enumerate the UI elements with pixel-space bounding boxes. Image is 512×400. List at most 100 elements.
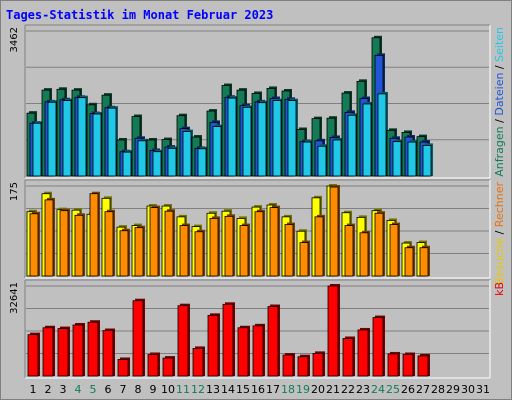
bar-seiten-day-3: [62, 98, 73, 177]
bar-seiten-day-9: [152, 149, 163, 177]
bar-rechner-day-3: [59, 208, 70, 277]
bar-kb-day-2: [42, 325, 55, 377]
x-tick-label: 7: [120, 383, 127, 396]
bar-rechner-day-1: [29, 211, 40, 277]
bar-kb-day-25: [387, 351, 400, 377]
bar-rechner-day-27: [419, 245, 430, 277]
bar-rechner-day-17: [269, 205, 280, 277]
bar-rechner-day-21: [329, 185, 340, 277]
bar-kb-day-12: [192, 346, 205, 377]
x-tick-label: 25: [386, 383, 400, 396]
bar-seiten-day-15: [242, 105, 253, 177]
x-tick-label: 9: [150, 383, 157, 396]
bar-kb-day-10: [162, 356, 175, 377]
bar-kb-day-27: [417, 353, 430, 377]
bar-seiten-day-11: [182, 129, 193, 177]
bar-kb-day-7: [117, 357, 130, 377]
bar-seiten-day-20: [317, 144, 328, 177]
bar-rechner-day-16: [254, 209, 265, 277]
bar-rechner-day-11: [179, 223, 190, 277]
bar-rechner-day-20: [314, 214, 325, 277]
bar-rechner-day-18: [284, 222, 295, 277]
bar-seiten-day-22: [347, 113, 358, 177]
x-tick-label: 11: [176, 383, 190, 396]
bar-rechner-day-6: [104, 209, 115, 277]
bar-kb-day-4: [72, 322, 85, 377]
bar-seiten-day-13: [212, 124, 223, 177]
bar-rechner-day-10: [164, 209, 175, 277]
y-max-label: 175: [9, 182, 20, 201]
bar-seiten-day-2: [47, 100, 58, 177]
x-tick-label: 13: [206, 383, 220, 396]
x-tick-label: 10: [161, 383, 175, 396]
panel-kb: 32641 kB: [9, 279, 506, 379]
bar-rechner-day-7: [119, 228, 130, 277]
x-tick-label: 22: [341, 383, 355, 396]
bar-rechner-day-4: [74, 213, 85, 277]
x-tick-label: 3: [60, 383, 67, 396]
bar-kb-day-26: [402, 352, 415, 377]
legend-entry: kB: [493, 282, 506, 296]
bar-seiten-day-5: [92, 112, 103, 177]
bar-seiten-day-25: [392, 139, 403, 177]
x-tick-label: 28: [431, 383, 445, 396]
bar-kb-day-24: [372, 315, 385, 377]
bar-kb-day-11: [177, 303, 190, 377]
bar-rechner-day-23: [359, 230, 370, 277]
bar-seiten-day-6: [107, 106, 118, 177]
bar-seiten-day-16: [257, 100, 268, 177]
bar-kb-day-3: [57, 326, 70, 377]
bar-rechner-day-15: [239, 223, 250, 277]
bar-rechner-day-13: [209, 216, 220, 277]
bar-kb-day-9: [147, 352, 160, 377]
x-tick-label: 27: [416, 383, 430, 396]
bar-seiten-day-23: [362, 101, 373, 177]
bar-kb-day-20: [312, 351, 325, 377]
x-tick-label: 30: [461, 383, 475, 396]
bar-rechner-day-12: [194, 229, 205, 277]
bar-seiten-day-12: [197, 146, 208, 177]
bar-rechner-day-8: [134, 225, 145, 277]
bar-kb-day-8: [132, 298, 145, 377]
bar-seiten-day-1: [32, 121, 43, 177]
bar-seiten-day-26: [407, 140, 418, 177]
legend-entry: Besuche: [493, 238, 506, 285]
x-tick-label: 12: [191, 383, 205, 396]
y-max-label: 3462: [9, 27, 20, 52]
x-tick-label: 19: [296, 383, 310, 396]
bar-seiten-day-4: [77, 95, 88, 177]
legend-entry: /: [493, 227, 506, 238]
legend-entry: /: [493, 62, 506, 73]
legend-entry: Seiten: [493, 27, 506, 62]
x-tick-label: 8: [135, 383, 142, 396]
legend-entry: Dateien: [493, 73, 506, 116]
x-tick-label: 20: [311, 383, 325, 396]
bar-kb-day-16: [252, 323, 265, 377]
x-tick-label: 26: [401, 383, 415, 396]
bar-seiten-day-21: [332, 137, 343, 177]
y-max-label: 32641: [9, 282, 20, 314]
bar-kb-day-15: [237, 325, 250, 377]
bar-kb-day-23: [357, 327, 370, 377]
legend-entry: Anfragen: [493, 126, 506, 176]
x-tick-label: 1: [30, 383, 37, 396]
x-tick-label: 23: [356, 383, 370, 396]
bar-rechner-day-9: [149, 205, 160, 277]
bar-kb-day-21: [327, 284, 340, 377]
panel-hits: 3462 Anfragen / Dateien / Seiten: [9, 24, 506, 179]
bar-seiten-day-24: [377, 91, 388, 177]
panel-legend-label: kB: [493, 282, 506, 296]
x-tick-label: 18: [281, 383, 295, 396]
legend-entry: /: [493, 116, 506, 127]
bar-rechner-day-22: [344, 223, 355, 277]
bar-kb-day-18: [282, 353, 295, 377]
bar-rechner-day-5: [89, 191, 100, 277]
bar-seiten-day-17: [272, 98, 283, 177]
panel-legend-label: Besuche / Rechner: [493, 182, 506, 285]
bar-rechner-day-26: [404, 245, 415, 277]
x-tick-label: 29: [446, 383, 460, 396]
legend-entry: Rechner: [493, 182, 506, 228]
x-tick-label: 31: [476, 383, 490, 396]
bar-rechner-day-14: [224, 214, 235, 277]
